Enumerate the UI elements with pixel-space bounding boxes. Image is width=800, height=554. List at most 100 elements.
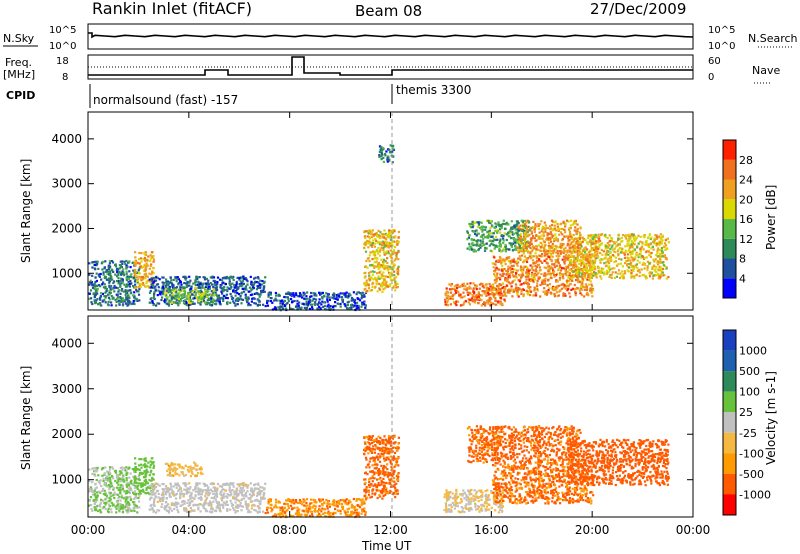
heatmap-cell [310, 303, 313, 306]
heatmap-cell [388, 272, 392, 275]
heatmap-cell [542, 232, 545, 235]
heatmap-cell [564, 294, 567, 297]
heatmap-cell [385, 237, 388, 240]
heatmap-cell [481, 290, 484, 293]
heatmap-cell [127, 496, 130, 499]
heatmap-cell [513, 261, 517, 264]
heatmap-cell [529, 246, 532, 249]
heatmap-cell [593, 238, 596, 241]
heatmap-cell [495, 290, 499, 294]
heatmap-cell [446, 300, 449, 303]
heatmap-cell [219, 286, 222, 289]
heatmap-cell [151, 486, 154, 490]
heatmap-cell [538, 259, 541, 262]
heatmap-cell [126, 304, 129, 307]
heatmap-cell [145, 282, 148, 285]
heatmap-cell [474, 239, 477, 242]
heatmap-cell [659, 240, 662, 243]
heatmap-cell [610, 239, 613, 242]
heatmap-cell [523, 237, 526, 240]
heatmap-cell [659, 257, 662, 260]
heatmap-cell [333, 295, 336, 298]
heatmap-cell [573, 259, 576, 262]
heatmap-cell [591, 266, 594, 269]
heatmap-cell [394, 257, 397, 261]
heatmap-cell [175, 280, 178, 283]
heatmap-cell [381, 153, 384, 157]
heatmap-cell [191, 300, 194, 304]
heatmap-cell [108, 262, 111, 265]
heatmap-cell [563, 235, 566, 238]
heatmap-cell [496, 238, 499, 241]
heatmap-cell [499, 240, 502, 243]
heatmap-cell [355, 307, 358, 310]
heatmap-cell [536, 260, 539, 263]
heatmap-cell [119, 285, 122, 288]
heatmap-cell [105, 501, 108, 504]
heatmap-cell [635, 274, 638, 277]
heatmap-cell [466, 231, 469, 234]
heatmap-cell [504, 292, 507, 295]
heatmap-cell [125, 492, 129, 495]
heatmap-cell [489, 249, 492, 252]
heatmap-cell [549, 258, 552, 261]
heatmap-cell [630, 274, 633, 277]
heatmap-cell [132, 300, 135, 303]
heatmap-cell [246, 280, 249, 283]
heatmap-cell [144, 465, 147, 468]
heatmap-cell [261, 290, 265, 294]
heatmap-cell [651, 266, 654, 269]
heatmap-cell [197, 286, 200, 289]
heatmap-cell [487, 230, 490, 233]
heatmap-cell [146, 482, 149, 485]
heatmap-cell [181, 286, 184, 289]
heatmap-cell [101, 292, 104, 295]
heatmap-cell [210, 290, 213, 293]
heatmap-cell [369, 230, 372, 233]
heatmap-cell [235, 303, 238, 306]
heatmap-cell [568, 272, 571, 275]
heatmap-cell [599, 252, 602, 255]
heatmap-cell [516, 264, 519, 267]
heatmap-cell [536, 282, 539, 285]
heatmap-cell [393, 274, 396, 277]
heatmap-cell [495, 274, 498, 277]
heatmap-cell [396, 270, 399, 273]
heatmap-cell [107, 483, 110, 487]
heatmap-cell [544, 249, 547, 252]
heatmap-cell [578, 275, 581, 278]
heatmap-cell [508, 235, 511, 238]
heatmap-cell [151, 301, 154, 304]
heatmap-cell [656, 249, 659, 252]
heatmap-cell [309, 299, 312, 302]
heatmap-cell [531, 265, 534, 268]
heatmap-cell [582, 238, 585, 241]
heatmap-cell [152, 255, 155, 258]
heatmap-cell [601, 258, 604, 261]
heatmap-cell [280, 300, 283, 303]
y-tick-label: 4000 [51, 132, 82, 146]
heatmap-cell [614, 256, 618, 259]
heatmap-cell [363, 235, 366, 238]
heatmap-cell [368, 237, 372, 240]
heatmap-cell [116, 287, 119, 290]
heatmap-cell [104, 508, 107, 511]
heatmap-cell [343, 303, 346, 306]
heatmap-cell [558, 290, 561, 293]
heatmap-cell [583, 295, 586, 298]
heatmap-cell [371, 270, 374, 273]
heatmap-cell [607, 260, 610, 263]
heatmap-cell [599, 261, 602, 264]
heatmap-cell [128, 482, 131, 485]
heatmap-cell [533, 278, 537, 281]
heatmap-cell [139, 285, 142, 288]
heatmap-cell [363, 242, 366, 246]
heatmap-cell [503, 260, 506, 263]
heatmap-cell [293, 295, 296, 298]
heatmap-cell [117, 277, 120, 280]
heatmap-cell [545, 293, 549, 296]
heatmap-cell [277, 293, 280, 296]
heatmap-cell [517, 229, 521, 232]
heatmap-cell [557, 268, 560, 272]
heatmap-cell [541, 237, 544, 240]
